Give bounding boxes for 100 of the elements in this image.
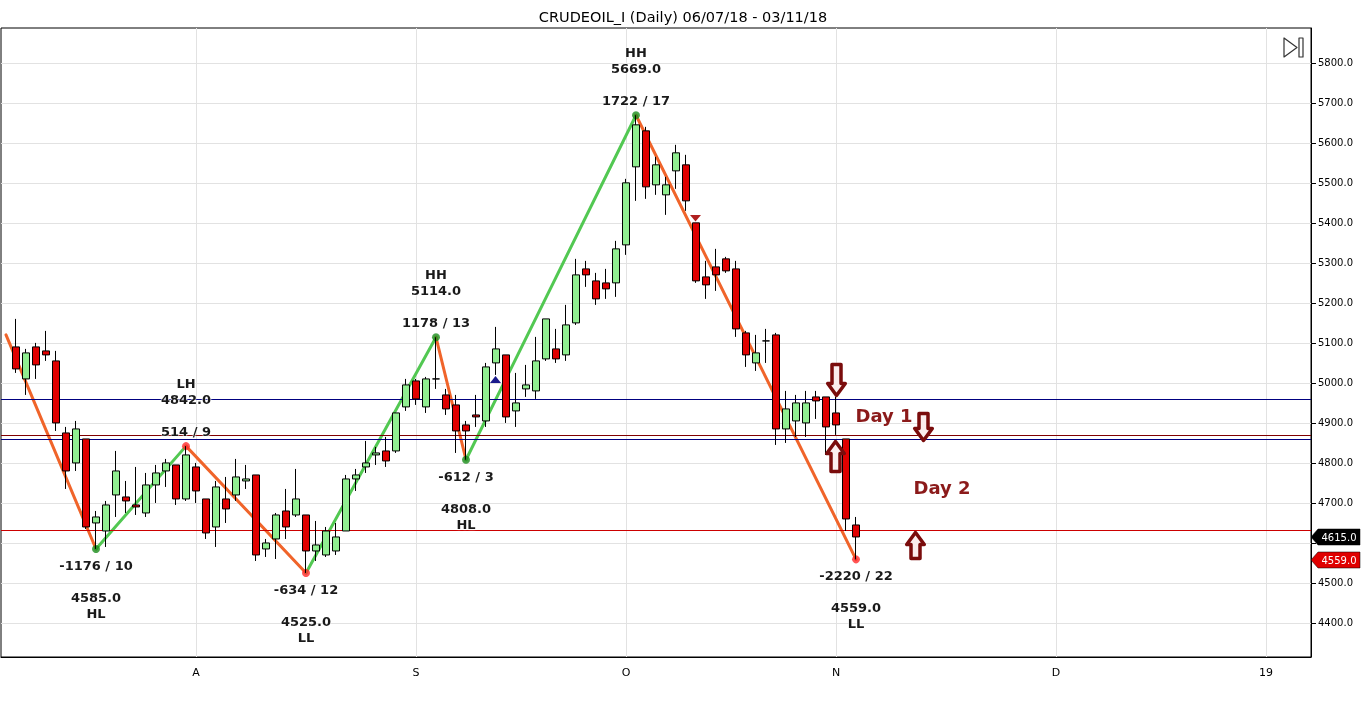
point bbox=[852, 555, 860, 564]
candlestick bbox=[202, 498, 210, 540]
candlestick bbox=[572, 258, 580, 326]
y-tick-label: 5200.0 bbox=[1318, 297, 1353, 309]
candlestick bbox=[282, 488, 290, 540]
y-tick-label: 5500.0 bbox=[1318, 177, 1353, 189]
text: -634 / 12 4525.0 LL bbox=[273, 581, 339, 645]
x-tick-label: S bbox=[412, 666, 420, 679]
candlestick bbox=[62, 426, 70, 490]
candlestick bbox=[312, 520, 320, 562]
candlestick bbox=[402, 378, 410, 412]
candlestick bbox=[102, 500, 110, 548]
candlestick bbox=[752, 334, 760, 372]
candlestick bbox=[612, 240, 620, 298]
candlestick bbox=[532, 336, 540, 400]
candlestick bbox=[762, 328, 770, 364]
x-tick-label: A bbox=[192, 666, 201, 679]
candlestick bbox=[182, 445, 190, 502]
candlestick bbox=[452, 394, 460, 454]
candlestick bbox=[432, 336, 440, 390]
point bbox=[432, 333, 440, 342]
candlestick bbox=[832, 396, 840, 436]
candlestick bbox=[212, 480, 220, 548]
candlestick bbox=[262, 538, 270, 558]
candlestick bbox=[552, 328, 560, 364]
y-tick-label: 4400.0 bbox=[1318, 617, 1353, 629]
text: HH 5669.0 1722 / 17 bbox=[601, 45, 671, 109]
candlestick bbox=[252, 474, 260, 562]
y-tick-label: 4700.0 bbox=[1318, 497, 1353, 509]
candlestick bbox=[662, 176, 670, 216]
annotation: Day 2 bbox=[913, 476, 971, 498]
text: -1176 / 10 4585.0 HL bbox=[59, 557, 133, 621]
candlestick bbox=[82, 438, 90, 530]
candlestick bbox=[522, 364, 530, 398]
candlestick bbox=[812, 390, 820, 420]
candlestick bbox=[792, 394, 800, 438]
candlestick bbox=[672, 144, 680, 190]
candlestick bbox=[842, 438, 850, 532]
candlestick bbox=[92, 510, 100, 550]
candlestick bbox=[342, 474, 350, 532]
candlestick bbox=[122, 480, 130, 514]
candlestick bbox=[642, 126, 650, 200]
candlestick bbox=[272, 512, 280, 560]
candlestick bbox=[12, 318, 20, 374]
candlestick bbox=[472, 394, 480, 428]
text: 4559.0 bbox=[1321, 554, 1357, 566]
x-tick-label: O bbox=[621, 666, 631, 679]
x-tick-label: D bbox=[1051, 666, 1061, 679]
y-tick-label: 5400.0 bbox=[1318, 217, 1353, 229]
candlestick bbox=[152, 464, 160, 504]
candlestick bbox=[382, 436, 390, 468]
chart-title: CRUDEOIL_I (Daily) 06/07/18 - 03/11/18 bbox=[538, 8, 828, 25]
y-tick-label: 4500.0 bbox=[1318, 577, 1353, 589]
candlestick bbox=[22, 348, 30, 396]
candlestick bbox=[632, 114, 640, 202]
candlestick bbox=[32, 342, 40, 380]
y-tick-label: 4900.0 bbox=[1318, 417, 1353, 429]
text: -612 / 3 4808.0 HL bbox=[438, 468, 494, 532]
candlestick bbox=[412, 378, 420, 406]
candlestick bbox=[42, 330, 50, 362]
y-tick-label: 4800.0 bbox=[1318, 457, 1353, 469]
candlestick bbox=[232, 458, 240, 502]
candlestick bbox=[172, 464, 180, 506]
candlestick bbox=[422, 376, 430, 414]
candlestick bbox=[302, 514, 310, 574]
candlestick bbox=[362, 440, 370, 474]
candlestick bbox=[652, 156, 660, 196]
x-tick-label: 19 bbox=[1259, 666, 1273, 679]
candlestick bbox=[602, 268, 610, 300]
candlestick bbox=[732, 260, 740, 338]
candlestick bbox=[112, 450, 120, 518]
candlestick bbox=[322, 526, 330, 558]
candlestick bbox=[222, 476, 230, 524]
y-tick-label: 5700.0 bbox=[1318, 97, 1353, 109]
candlestick bbox=[722, 256, 730, 274]
candlestick bbox=[542, 318, 550, 362]
candlestick bbox=[462, 420, 470, 461]
annotation: 4559.0 bbox=[830, 600, 882, 616]
candlestick bbox=[692, 222, 700, 284]
point bbox=[92, 544, 100, 553]
point bbox=[632, 111, 640, 120]
y-tick-label: 5000.0 bbox=[1318, 377, 1353, 389]
candlestick bbox=[482, 362, 490, 428]
point bbox=[462, 455, 470, 464]
candlestick bbox=[132, 466, 140, 516]
candlestick bbox=[192, 462, 200, 504]
candlestick bbox=[492, 326, 500, 376]
candlestick bbox=[562, 304, 570, 362]
candlestick bbox=[332, 522, 340, 556]
candlestick bbox=[592, 272, 600, 306]
candlestick bbox=[72, 420, 80, 472]
candlestick bbox=[392, 412, 400, 454]
point bbox=[182, 442, 190, 451]
candlestick bbox=[372, 446, 380, 466]
candlestick bbox=[242, 464, 250, 490]
y-tick-label: 5800.0 bbox=[1318, 57, 1353, 69]
candlestick bbox=[292, 468, 300, 518]
candlestick bbox=[142, 472, 150, 518]
candlestick bbox=[782, 390, 790, 444]
candlestick bbox=[802, 390, 810, 438]
